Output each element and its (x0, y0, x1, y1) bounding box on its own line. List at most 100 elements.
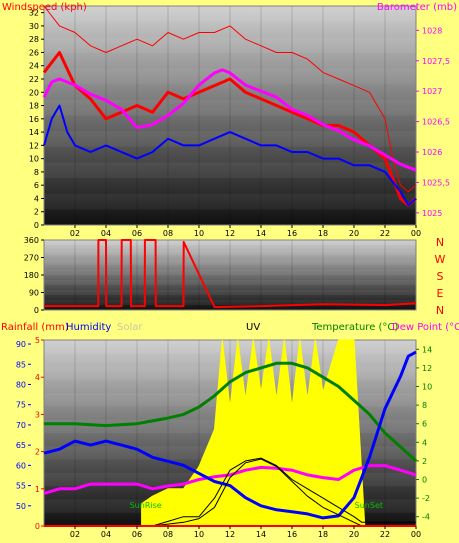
humidity-y-tick-label: 55 (16, 482, 26, 491)
wind_gust-line (43, 5, 417, 193)
uv-line (44, 458, 416, 527)
climate-x-tick-label: 02 (70, 530, 80, 539)
sunrise-label: SunRise (130, 501, 162, 510)
rainfall-y-tick-label: 5 (35, 336, 40, 345)
climate-x-tick-label: 04 (101, 530, 111, 539)
direction-panel-band (44, 240, 416, 245)
legend-solar: Solar (117, 322, 143, 333)
compass-label: N (436, 304, 444, 317)
climate-x-tick-label: 00 (411, 530, 421, 539)
climate-x-tick-label: 10 (194, 530, 204, 539)
temperature-right-tick-label: 10 (422, 383, 432, 392)
wind-y-tick-label: 0 (34, 221, 39, 230)
barometer-right-tick-label: 1027,5 (422, 57, 450, 66)
barometer-line (42, 68, 417, 172)
wind-x-tick-label: 02 (70, 229, 80, 238)
wind-y-tick-label: 26 (29, 48, 39, 57)
compass-label: W (435, 253, 446, 266)
wind_avg-line (43, 104, 417, 207)
sunset-label: SunSet (355, 501, 383, 510)
humidity-y-tick-label: 85 (16, 360, 26, 369)
humidity-y-tick-label: 60 (16, 461, 26, 470)
temperature-right-tick-label: -2 (422, 494, 430, 503)
wind-x-tick-label: 06 (132, 229, 142, 238)
temperature-right-tick-label: 6 (422, 420, 427, 429)
humidity-y-tick-label: 75 (16, 401, 26, 410)
humidity-y-tick-label: 65 (16, 441, 26, 450)
wind-y-tick-label: 12 (29, 141, 39, 150)
wind-y-tick-label: 22 (29, 75, 39, 84)
windspeed-axis-title: Windspeed (kph) (2, 2, 87, 13)
climate-x-tick-label: 18 (318, 530, 328, 539)
wind-y-tick-label: 28 (29, 35, 39, 44)
wind-panel-band (44, 162, 416, 179)
direction-panel-band (44, 300, 416, 305)
wind-panel-band (44, 131, 416, 147)
rainfall-y-tick-label: 2 (35, 448, 40, 457)
climate-panel-band (44, 340, 416, 354)
wind-panel-band (44, 99, 416, 116)
direction-panel-band (44, 250, 416, 255)
wind_speed-line (42, 51, 417, 207)
direction-y-tick-label: 180 (24, 271, 39, 280)
wind-x-tick-label: 00 (411, 229, 421, 238)
wind-x-tick-label: 18 (318, 229, 328, 238)
direction-y-tick-label: 90 (29, 289, 39, 298)
wind-y-tick-label: 4 (34, 194, 39, 203)
wind-y-tick-label: 6 (34, 181, 39, 190)
direction-panel-band (44, 260, 416, 265)
temperature-right-tick-label: -4 (422, 513, 430, 522)
climate-x-tick-label: 22 (380, 530, 390, 539)
dew_point-line (43, 464, 417, 495)
wind-y-tick-label: 16 (29, 115, 39, 124)
wind-y-tick-label: 18 (29, 102, 39, 111)
wind-x-tick-label: 16 (287, 229, 297, 238)
rainfall-y-tick-label: 0 (35, 522, 40, 531)
wind-y-tick-label: 24 (29, 62, 39, 71)
barometer-right-tick-label: 1026 (422, 148, 442, 157)
barometer-right-tick-label: 1026,5 (422, 118, 450, 127)
humidity-line (43, 350, 417, 520)
barometer-right-tick-label: 1025,5 (422, 178, 450, 187)
direction-y-tick-label: 270 (24, 254, 39, 263)
humidity-y-tick-label: 50 (16, 502, 26, 511)
wind-x-tick-label: 10 (194, 229, 204, 238)
direction-panel-band (44, 270, 416, 275)
direction-panel-band (44, 280, 416, 285)
wind-panel-background (44, 6, 416, 225)
temperature-right-tick-label: 14 (422, 345, 432, 354)
temperature-right-tick-label: 0 (422, 476, 427, 485)
compass-label: N (436, 236, 444, 249)
wind-y-tick-label: 14 (29, 128, 39, 137)
climate-x-tick-label: 16 (287, 530, 297, 539)
barometer-axis-title: Barometer (mb) (377, 2, 457, 13)
wind-y-tick-label: 20 (29, 88, 39, 97)
temperature-right-tick-label: 8 (422, 401, 427, 410)
rainfall-y-tick-label: 1 (35, 485, 40, 494)
wind-y-tick-label: 8 (34, 168, 39, 177)
wind-panel-band (44, 193, 416, 210)
legend-rainfall: Rainfall (mm) (1, 322, 69, 333)
rainfall-y-tick-label: 3 (35, 410, 40, 419)
legend-uv: UV (246, 322, 260, 333)
barometer-right-tick-label: 1027 (422, 87, 442, 96)
humidity-y-tick-label: 80 (16, 380, 26, 389)
wind-x-tick-label: 04 (101, 229, 111, 238)
indoor_temp-line (44, 457, 416, 527)
climate-x-tick-label: 06 (132, 530, 142, 539)
wind-y-tick-label: 2 (34, 208, 39, 217)
humidity-y-tick-label: 70 (16, 421, 26, 430)
climate-x-tick-label: 20 (349, 530, 359, 539)
legend-humidity: Humidity (66, 322, 111, 333)
climate-x-tick-label: 08 (163, 530, 173, 539)
humidity-y-tick-label: 90 (16, 340, 26, 349)
compass-label: E (437, 287, 444, 300)
direction-y-tick-label: 360 (24, 236, 39, 245)
climate-x-tick-label: 12 (225, 530, 235, 539)
direction-line (44, 239, 417, 309)
legend-temperature: Temperature (°C) (311, 322, 398, 333)
wind-x-tick-label: 08 (163, 229, 173, 238)
wind-x-tick-label: 22 (380, 229, 390, 238)
